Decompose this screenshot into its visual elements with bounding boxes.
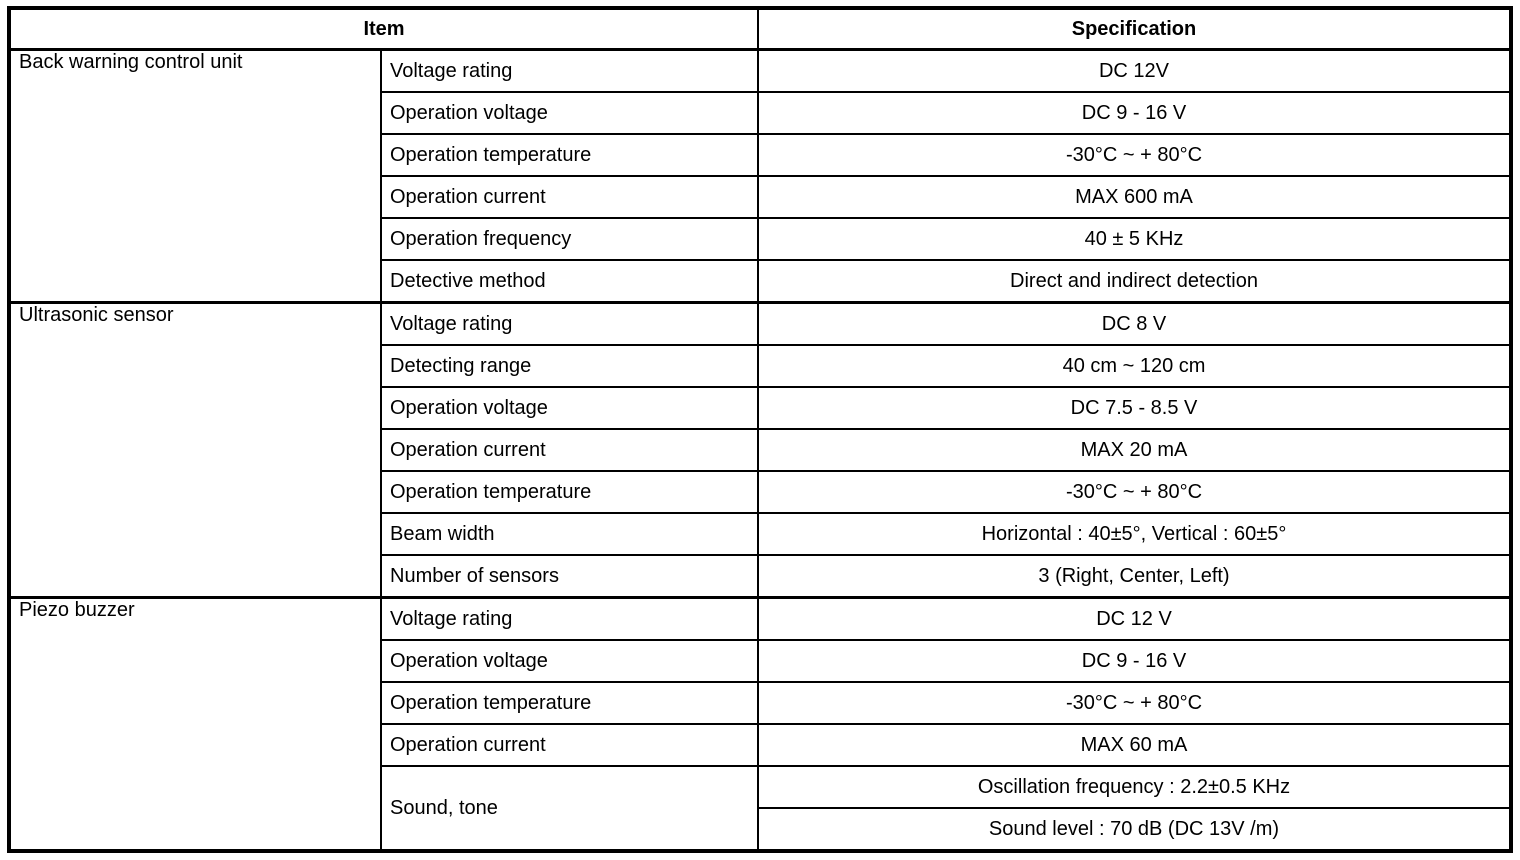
table-row: Sound level : 70 dB (DC 13V /m) <box>9 807 1512 852</box>
table-row: Sound, tone Oscillation frequency : 2.2±0… <box>9 765 1512 852</box>
table-row: Operation current MAX 20 mA <box>9 428 1512 472</box>
table-row: Back warning control unit Voltage rating D… <box>8 48 1512 304</box>
item-cell: Beam width <box>380 512 759 556</box>
item-cell: Detecting range <box>380 344 759 388</box>
item-cell: Operation voltage <box>380 91 759 135</box>
item-cell: Sound, tone <box>380 765 759 852</box>
table-row: Operation temperature -30°C ~ + 80°C <box>9 133 1512 177</box>
spec-cell: DC 8 V <box>757 301 1512 346</box>
item-cell: Operation voltage <box>380 639 759 683</box>
spec-cell: MAX 600 mA <box>757 175 1512 219</box>
item-cell: Voltage rating <box>380 301 759 346</box>
table-row: Operation temperature -30°C ~ + 80°C <box>9 681 1512 725</box>
spec-cell: DC 9 - 16 V <box>757 639 1512 683</box>
table-row: Operation voltage DC 9 - 16 V <box>9 91 1512 135</box>
table-row: Detecting range 40 cm ~ 120 cm <box>9 344 1512 388</box>
table-row: Operation current MAX 60 mA <box>9 723 1512 767</box>
item-cell: Operation current <box>380 723 759 767</box>
spec-cell: 3 (Right, Center, Left) <box>757 554 1512 599</box>
table-row: Operation voltage DC 7.5 - 8.5 V <box>9 386 1512 430</box>
specification-table: Item Specification Back warning control … <box>7 6 1513 853</box>
item-cell: Detective method <box>380 259 759 304</box>
item-cell: Operation voltage <box>380 386 759 430</box>
spec-cell: MAX 20 mA <box>757 428 1512 472</box>
spec-cell: DC 7.5 - 8.5 V <box>757 386 1512 430</box>
table-row: Operation frequency 40 ± 5 KHz <box>9 217 1512 261</box>
spec-cell: Sound level : 70 dB (DC 13V /m) <box>757 807 1512 852</box>
item-cell: Operation temperature <box>380 133 759 177</box>
table-row: Piezo buzzer Voltage rating DC 12 V <box>8 596 1512 852</box>
item-cell: Operation temperature <box>380 470 759 514</box>
table-row: Operation temperature -30°C ~ + 80°C <box>9 470 1512 514</box>
spec-cell: DC 12 V <box>757 596 1512 641</box>
spec-cell: -30°C ~ + 80°C <box>757 133 1512 177</box>
table-row: Ultrasonic sensor Voltage rating DC 8 V <box>8 301 1512 599</box>
spec-cell: -30°C ~ + 80°C <box>757 681 1512 725</box>
item-cell: Number of sensors <box>380 554 759 599</box>
spec-cell: Horizontal : 40±5°, Vertical : 60±5° <box>757 512 1512 556</box>
table-row: Operation current MAX 600 mA <box>9 175 1512 219</box>
table-row: Detective method Direct and indirect dete… <box>9 259 1512 304</box>
header-row: Item Specification <box>8 7 1512 51</box>
item-group-cell: Back warning control unit <box>8 48 382 304</box>
table-row: Number of sensors 3 (Right, Center, Left) <box>9 554 1512 599</box>
spec-cell: -30°C ~ + 80°C <box>757 470 1512 514</box>
spec-cell: 40 ± 5 KHz <box>757 217 1512 261</box>
spec-table-body: Back warning control unit Voltage rating D… <box>8 48 1512 852</box>
item-cell: Voltage rating <box>380 48 759 93</box>
item-cell: Voltage rating <box>380 596 759 641</box>
spec-cell: DC 12V <box>757 48 1512 93</box>
spec-cell: DC 9 - 16 V <box>757 91 1512 135</box>
table-row: Beam width Horizontal : 40±5°, Vertical :… <box>9 512 1512 556</box>
item-cell: Operation frequency <box>380 217 759 261</box>
header-specification: Specification <box>757 7 1512 51</box>
header-item: Item <box>8 7 759 51</box>
item-cell: Operation current <box>380 175 759 219</box>
item-cell: Operation temperature <box>380 681 759 725</box>
item-group-cell: Ultrasonic sensor <box>8 301 382 599</box>
spec-cell: Oscillation frequency : 2.2±0.5 KHz <box>757 765 1512 809</box>
spec-cell: Direct and indirect detection <box>757 259 1512 304</box>
item-cell: Operation current <box>380 428 759 472</box>
table-row: Operation voltage DC 9 - 16 V <box>9 639 1512 683</box>
spec-cell: MAX 60 mA <box>757 723 1512 767</box>
spec-cell: 40 cm ~ 120 cm <box>757 344 1512 388</box>
item-group-cell: Piezo buzzer <box>8 596 382 852</box>
